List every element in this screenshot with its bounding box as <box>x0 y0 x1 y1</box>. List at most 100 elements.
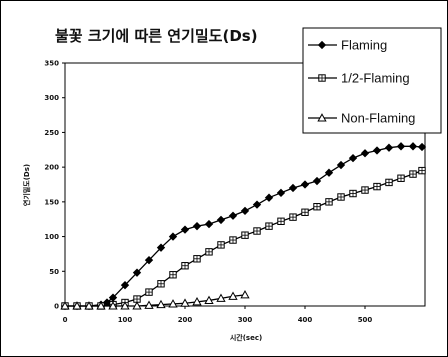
data-point-flaming <box>288 183 298 193</box>
data-point-flaming <box>324 168 334 177</box>
data-point-flaming <box>264 193 274 202</box>
legend-items: Flaming 1/2-Flaming Non-Flaming <box>308 38 415 126</box>
data-point-half-flaming <box>157 280 165 288</box>
data-point-half-flaming <box>205 248 213 256</box>
x-tick-label: 0 <box>63 316 68 324</box>
series-non-flaming <box>60 290 250 310</box>
data-point-flaming <box>372 146 382 155</box>
data-point-flaming <box>228 211 238 220</box>
plot-area-border <box>64 62 426 307</box>
data-point-flaming <box>168 232 178 241</box>
data-point-flaming <box>384 143 394 152</box>
data-point-half-flaming <box>313 203 321 211</box>
data-point-flaming <box>156 243 166 252</box>
y-tick-group: 0 50 100 150 200 250 300 350 <box>44 60 65 311</box>
data-point-non-flaming <box>180 298 190 307</box>
data-point-half-flaming <box>253 227 261 235</box>
y-tick-label: 100 <box>44 233 59 241</box>
chart-title: 불꽃 크기에 따른 연기밀도(Ds) <box>55 27 258 45</box>
legend-entry-non-flaming: Non-Flaming <box>308 111 415 126</box>
y-tick-label: 350 <box>44 60 59 68</box>
y-tick-label: 200 <box>44 164 59 172</box>
data-point-half-flaming <box>325 198 333 206</box>
legend-marker-half-flaming <box>318 74 326 82</box>
data-point-flaming <box>348 153 358 163</box>
data-point-half-flaming <box>418 166 426 175</box>
data-point-non-flaming <box>240 290 250 299</box>
data-point-half-flaming <box>289 213 297 221</box>
x-tick-label: 100 <box>118 316 133 324</box>
data-point-flaming <box>204 219 214 229</box>
data-point-half-flaming <box>373 182 381 191</box>
data-point-half-flaming <box>301 208 309 216</box>
series-flaming <box>60 142 427 311</box>
data-point-flaming <box>360 149 370 158</box>
data-point-flaming <box>180 225 190 234</box>
data-point-half-flaming <box>241 231 249 239</box>
legend-marker-non-flaming <box>317 113 327 122</box>
data-point-flaming <box>144 256 154 265</box>
data-point-non-flaming <box>132 301 142 310</box>
data-point-non-flaming <box>108 301 118 310</box>
data-point-half-flaming <box>277 217 285 225</box>
series-half-flaming <box>61 166 426 310</box>
data-point-non-flaming <box>84 301 94 310</box>
data-point-flaming <box>408 142 418 151</box>
legend: Flaming 1/2-Flaming Non-Flaming <box>302 27 442 134</box>
data-point-flaming <box>240 206 250 216</box>
data-point-flaming <box>396 142 406 151</box>
data-point-non-flaming <box>72 301 82 310</box>
data-point-half-flaming <box>409 170 417 178</box>
y-tick-label: 0 <box>54 303 59 311</box>
data-point-non-flaming <box>204 295 214 304</box>
legend-label-half-flaming: 1/2-Flaming <box>341 71 410 86</box>
data-point-flaming <box>120 281 130 290</box>
y-tick-label: 150 <box>44 198 59 206</box>
series-line-flaming <box>65 145 423 307</box>
legend-entry-half-flaming: 1/2-Flaming <box>308 71 410 86</box>
data-point-half-flaming <box>361 186 369 194</box>
data-point-flaming <box>132 268 142 277</box>
data-point-flaming <box>336 160 346 170</box>
x-tick-label: 500 <box>358 316 373 324</box>
data-point-flaming <box>252 200 262 209</box>
legend-label-flaming: Flaming <box>341 38 387 53</box>
data-point-half-flaming <box>229 236 237 244</box>
series-line-non-flaming <box>65 294 246 307</box>
data-point-half-flaming <box>145 288 153 296</box>
x-tick-label: 400 <box>298 316 313 324</box>
y-tick-label: 50 <box>49 268 59 276</box>
legend-entry-flaming: Flaming <box>308 38 387 53</box>
data-point-half-flaming <box>265 222 273 230</box>
data-point-non-flaming <box>144 300 154 309</box>
data-point-non-flaming <box>156 299 166 309</box>
data-point-flaming <box>276 188 286 197</box>
x-axis-label: 시간(sec) <box>230 333 262 342</box>
data-point-non-flaming <box>216 293 226 302</box>
data-point-non-flaming <box>228 291 238 300</box>
legend-label-non-flaming: Non-Flaming <box>341 111 415 126</box>
data-point-non-flaming <box>96 301 106 310</box>
x-tick-label: 300 <box>238 316 253 324</box>
data-point-half-flaming <box>385 178 393 187</box>
data-point-half-flaming <box>181 262 189 270</box>
y-tick-label: 300 <box>44 94 59 102</box>
series-layer <box>60 142 427 311</box>
data-point-flaming <box>417 142 427 152</box>
data-point-non-flaming <box>168 299 178 308</box>
data-point-flaming <box>192 221 202 231</box>
data-point-non-flaming <box>120 301 130 310</box>
data-point-half-flaming <box>217 241 225 249</box>
data-point-half-flaming <box>193 255 201 263</box>
y-tick-label: 250 <box>44 129 59 137</box>
data-point-flaming <box>300 180 310 189</box>
data-point-flaming <box>216 215 226 225</box>
data-point-non-flaming <box>192 297 202 306</box>
legend-marker-flaming <box>317 40 327 50</box>
x-tick-group: 0 100 200 300 400 500 <box>63 306 373 324</box>
data-point-non-flaming <box>60 301 70 310</box>
data-point-half-flaming <box>337 193 345 201</box>
data-point-flaming <box>312 176 322 186</box>
